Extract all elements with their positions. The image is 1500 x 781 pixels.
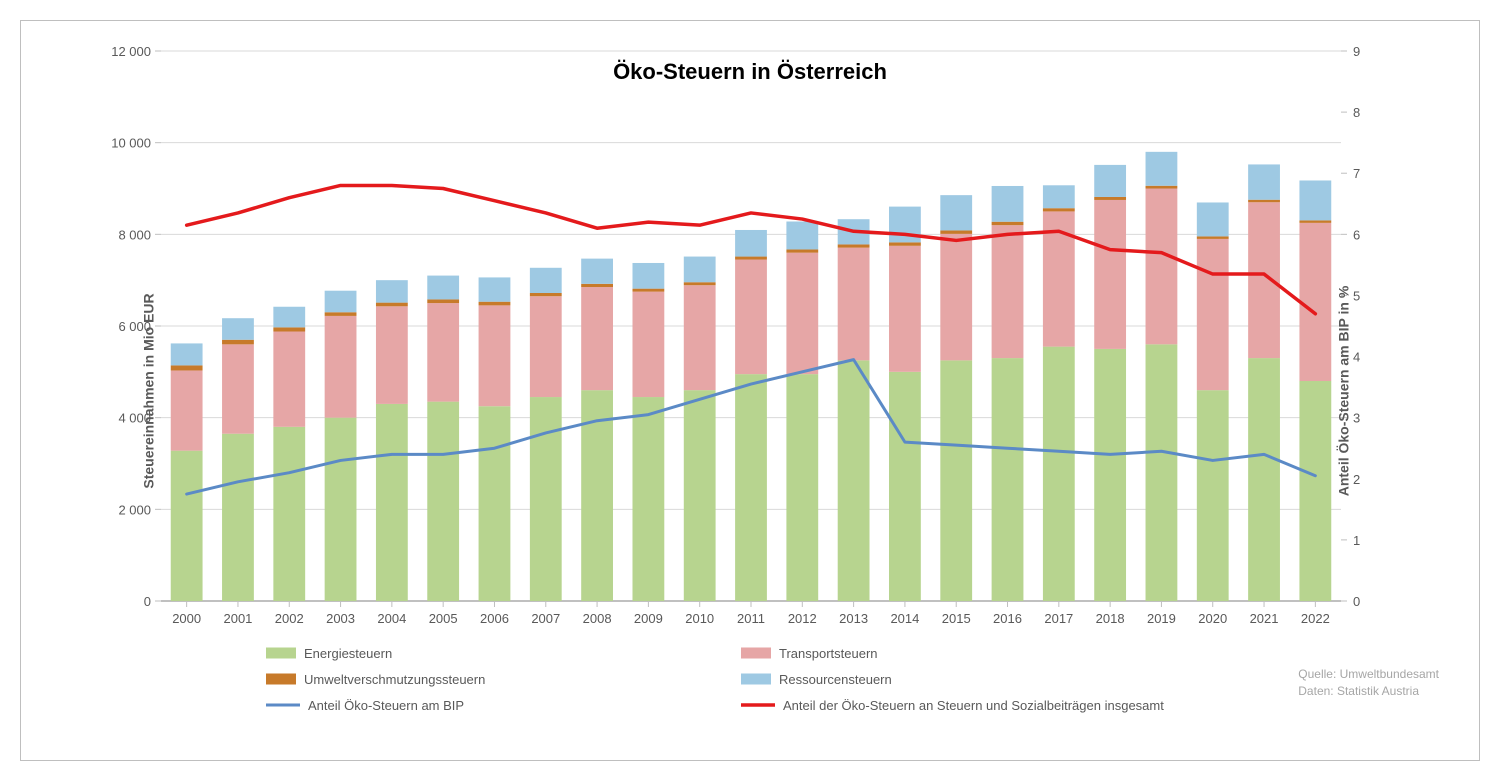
chart-frame: Öko-Steuern in Österreich Steuereinnahme…	[20, 20, 1480, 761]
source-line-2: Daten: Statistik Austria	[1298, 683, 1439, 700]
svg-text:2000: 2000	[172, 611, 201, 626]
svg-text:Umweltverschmutzungssteuern: Umweltverschmutzungssteuern	[304, 672, 485, 687]
source-line-1: Quelle: Umweltbundesamt	[1298, 666, 1439, 683]
svg-text:2008: 2008	[583, 611, 612, 626]
svg-text:2016: 2016	[993, 611, 1022, 626]
svg-text:2022: 2022	[1301, 611, 1330, 626]
chart-title: Öko-Steuern in Österreich	[21, 59, 1479, 85]
svg-text:2006: 2006	[480, 611, 509, 626]
svg-text:2011: 2011	[737, 611, 765, 626]
svg-text:2017: 2017	[1044, 611, 1073, 626]
svg-text:Anteil Öko-Steuern am BIP: Anteil Öko-Steuern am BIP	[308, 698, 464, 713]
svg-text:7: 7	[1353, 166, 1360, 181]
svg-text:6: 6	[1353, 227, 1360, 242]
svg-text:2012: 2012	[788, 611, 817, 626]
svg-text:Transportsteuern: Transportsteuern	[779, 646, 878, 661]
svg-text:2019: 2019	[1147, 611, 1176, 626]
svg-text:2002: 2002	[275, 611, 304, 626]
y-axis-right-title: Anteil Öko-Steuern am BIP in %	[1336, 285, 1352, 496]
svg-text:4: 4	[1353, 350, 1360, 365]
svg-text:5: 5	[1353, 288, 1360, 303]
svg-text:2004: 2004	[377, 611, 406, 626]
y-axis-left-title: Steuereinnahmen in Mio EUR	[141, 293, 157, 488]
svg-text:1: 1	[1353, 533, 1360, 548]
svg-text:2020: 2020	[1198, 611, 1227, 626]
svg-text:2007: 2007	[531, 611, 560, 626]
svg-text:10 000: 10 000	[111, 136, 151, 151]
svg-text:2: 2	[1353, 472, 1360, 487]
source-block: Quelle: Umweltbundesamt Daten: Statistik…	[1298, 666, 1439, 700]
chart-svg: 02 0004 0006 0008 00010 00012 0000123456…	[21, 21, 1477, 760]
svg-text:2001: 2001	[223, 611, 252, 626]
svg-text:2014: 2014	[890, 611, 919, 626]
svg-text:2013: 2013	[839, 611, 868, 626]
svg-text:2003: 2003	[326, 611, 355, 626]
svg-text:8 000: 8 000	[118, 227, 151, 242]
svg-text:Ressourcensteuern: Ressourcensteuern	[779, 672, 892, 687]
svg-text:2021: 2021	[1250, 611, 1279, 626]
svg-text:2005: 2005	[429, 611, 458, 626]
svg-text:9: 9	[1353, 44, 1360, 59]
svg-text:3: 3	[1353, 411, 1360, 426]
svg-text:2015: 2015	[942, 611, 971, 626]
svg-text:2018: 2018	[1096, 611, 1125, 626]
svg-text:0: 0	[144, 594, 151, 609]
svg-text:2 000: 2 000	[118, 502, 151, 517]
svg-text:8: 8	[1353, 105, 1360, 120]
svg-text:0: 0	[1353, 594, 1360, 609]
svg-text:2009: 2009	[634, 611, 663, 626]
svg-text:2010: 2010	[685, 611, 714, 626]
svg-text:Energiesteuern: Energiesteuern	[304, 646, 392, 661]
svg-text:Anteil der Öko-Steuern an Steu: Anteil der Öko-Steuern an Steuern und So…	[783, 698, 1164, 713]
svg-text:12 000: 12 000	[111, 44, 151, 59]
